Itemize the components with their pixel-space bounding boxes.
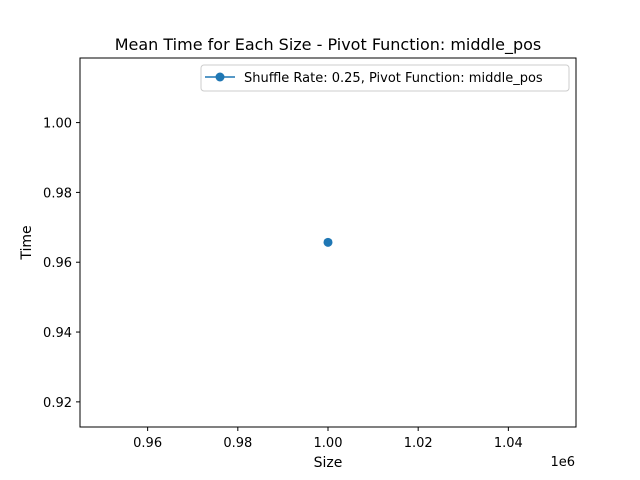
- plot-area: 0.96 0.98 1.00 1.02 1.04 0.92 0.94 0.96 0.98 1.00: [43, 117, 523, 451]
- legend-box: [200, 64, 570, 92]
- x-tick-label: 0.96: [133, 436, 162, 451]
- y-tick-label: 0.96: [43, 256, 72, 271]
- y-tick-label: 0.94: [43, 326, 72, 341]
- chart-title: Mean Time for Each Size - Pivot Function…: [115, 35, 542, 55]
- x-axis-offset-label: 1e6: [550, 455, 575, 470]
- x-tick-label: 1.02: [404, 436, 433, 451]
- y-tick-label: 0.98: [43, 186, 72, 201]
- y-tick-label: 1.00: [43, 117, 72, 132]
- x-tick-label: 0.98: [223, 436, 252, 451]
- axes-frame: [79, 57, 577, 428]
- legend-marker-swatch: [215, 72, 225, 82]
- legend: Shuffle Rate: 0.25, Pivot Function: midd…: [200, 64, 570, 92]
- y-axis-label: Time: [19, 225, 35, 260]
- x-axis-label: Size: [314, 455, 343, 471]
- x-tick-label: 1.04: [494, 436, 523, 451]
- y-tick-label: 0.92: [43, 396, 72, 411]
- legend-entry-label: Shuffle Rate: 0.25, Pivot Function: midd…: [244, 71, 543, 86]
- data-point: [323, 237, 333, 247]
- x-tick-label: 1.00: [314, 436, 343, 451]
